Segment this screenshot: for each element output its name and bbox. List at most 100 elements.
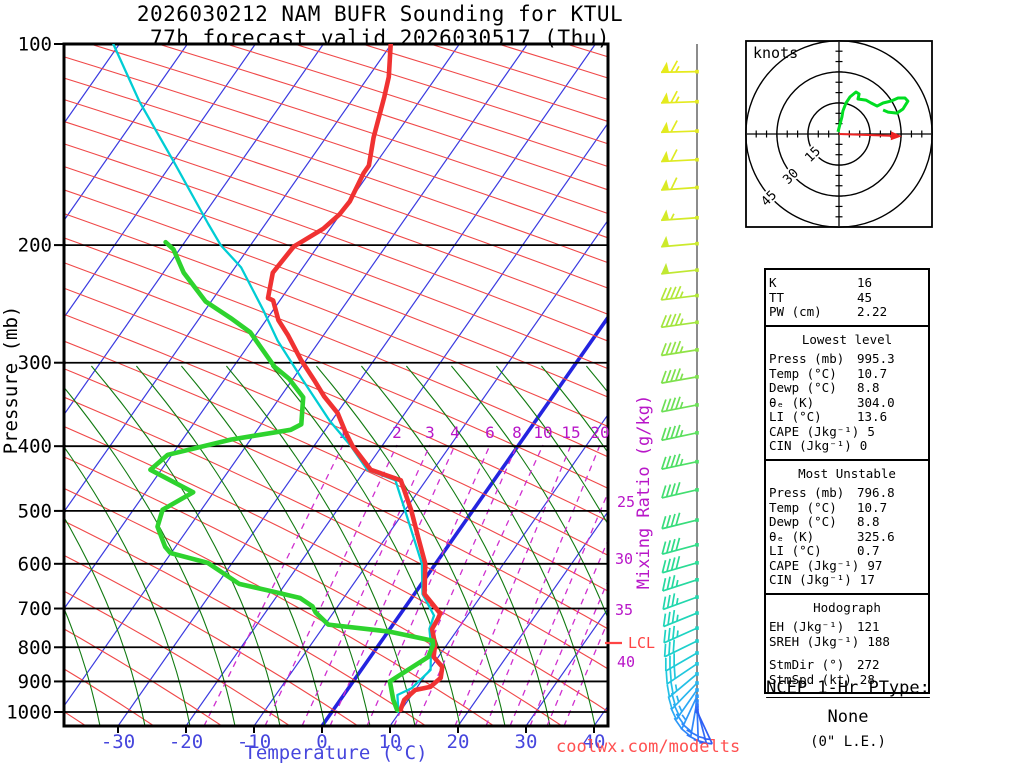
info-row-label: θₑ (K) bbox=[769, 528, 815, 544]
info-row-value: 5 bbox=[867, 423, 875, 439]
mixing-ratio-lines-group bbox=[203, 444, 608, 726]
info-row: StmDir (°) 272 bbox=[769, 657, 925, 673]
svg-text:200: 200 bbox=[18, 235, 52, 257]
info-row: CIN (Jkg⁻¹) 0 bbox=[769, 438, 925, 454]
info-row-value: 8.8 bbox=[857, 380, 880, 395]
info-row: θₑ (K) 304.0 bbox=[769, 395, 925, 411]
info-row: LI (°C) 0.7 bbox=[769, 543, 925, 559]
svg-text:700: 700 bbox=[18, 598, 52, 620]
temperature-curve bbox=[265, 44, 445, 713]
info-row-label: PW (cm) bbox=[769, 304, 822, 319]
svg-text:10: 10 bbox=[533, 423, 552, 442]
svg-text:3: 3 bbox=[425, 423, 435, 442]
svg-text:800: 800 bbox=[18, 637, 52, 659]
info-row-value: 45 bbox=[857, 289, 873, 305]
info-row: Press (mb) 995.3 bbox=[769, 351, 925, 367]
info-row: Temp (°C) 10.7 bbox=[769, 499, 925, 516]
ptype-detail: (0" L.E.) bbox=[810, 734, 886, 750]
svg-text:20: 20 bbox=[447, 731, 470, 753]
svg-text:-30: -30 bbox=[101, 731, 135, 753]
info-row-value: 97 bbox=[867, 557, 883, 573]
info-section: Lowest level Press (mb) 995.3 Temp (°C) 10.7… bbox=[766, 324, 928, 459]
svg-text:30: 30 bbox=[615, 550, 633, 568]
info-row-label: LI (°C) bbox=[769, 543, 822, 558]
info-row: PW (cm) 2.22 bbox=[769, 304, 925, 320]
info-row: SREH (Jkg⁻¹) 188 bbox=[769, 633, 925, 650]
info-row-value: 13.6 bbox=[857, 409, 888, 424]
info-row-label: LI (°C) bbox=[769, 409, 822, 424]
lcl-marker: LCL bbox=[605, 634, 655, 652]
storm-motion-arrow bbox=[838, 133, 891, 137]
info-row-value: 28 bbox=[859, 671, 875, 687]
svg-text:500: 500 bbox=[18, 500, 52, 522]
temperature-tick-labels: -30 -20 -10 0 10 20 30 40 bbox=[101, 726, 606, 753]
svg-text:35: 35 bbox=[615, 601, 633, 619]
info-row-label: SREH (Jkg⁻¹) bbox=[769, 633, 860, 649]
dewpoint-curve bbox=[148, 239, 436, 713]
info-row-value: 8.8 bbox=[857, 514, 880, 529]
info-row: EH (Jkg⁻¹) 121 bbox=[769, 619, 925, 635]
svg-text:20: 20 bbox=[590, 423, 609, 442]
hodograph-ring-label: 30 bbox=[780, 166, 802, 188]
watermark: coolwx.com/modelts bbox=[556, 737, 741, 757]
svg-text:2: 2 bbox=[392, 423, 402, 442]
info-section-header: Hodograph bbox=[813, 599, 881, 615]
svg-text:30: 30 bbox=[515, 731, 538, 753]
svg-text:40: 40 bbox=[583, 731, 606, 753]
info-row-value: 796.8 bbox=[857, 485, 895, 500]
info-row-value: 272 bbox=[857, 657, 880, 672]
temperature-axis-title: Temperature (°C) bbox=[244, 742, 427, 764]
page-title-line1: 2026030212 NAM BUFR Sounding for KTUL bbox=[136, 2, 624, 26]
info-row-label: Dewp (°C) bbox=[769, 380, 837, 395]
moist-adiabats-group bbox=[64, 365, 608, 726]
svg-text:LCL: LCL bbox=[628, 634, 655, 652]
hodograph-trace bbox=[836, 90, 910, 133]
pressure-axis-title: Pressure (mb) bbox=[0, 306, 22, 455]
hodograph-ring-label: 15 bbox=[802, 144, 824, 166]
info-row: Press (mb) 796.8 bbox=[769, 485, 925, 501]
hodograph-ring-label: 45 bbox=[758, 188, 780, 210]
info-row: LI (°C) 13.6 bbox=[769, 409, 925, 425]
svg-text:1000: 1000 bbox=[6, 702, 52, 724]
svg-text:900: 900 bbox=[18, 671, 52, 693]
info-section: Most Unstable Press (mb) 796.8 Temp (°C) 10.… bbox=[766, 458, 928, 593]
info-row: CAPE (Jkg⁻¹) 97 bbox=[769, 557, 925, 574]
info-row-value: 10.7 bbox=[857, 499, 888, 515]
info-row-label: K bbox=[769, 275, 777, 290]
wind-barb-column bbox=[660, 44, 713, 745]
mixing-ratio-value-labels: 1 2 3 4 6 8 10 15 20 25 30 35 40 bbox=[338, 423, 635, 671]
svg-text:-20: -20 bbox=[169, 731, 203, 753]
ptype-title: NCEP 1-Hr PType: bbox=[766, 678, 930, 698]
svg-text:400: 400 bbox=[18, 436, 52, 458]
info-row-label: Temp (°C) bbox=[769, 365, 837, 381]
svg-text:40: 40 bbox=[617, 653, 635, 671]
mixing-ratio-axis-title: Mixing Ratio (g/kg) bbox=[634, 395, 654, 589]
info-row-label: Press (mb) bbox=[769, 485, 845, 500]
svg-text:8: 8 bbox=[512, 423, 522, 442]
sounding-indices-panel: K 16 TT 45 PW (cm) 2.22 Lowest level Press (mb)… bbox=[764, 268, 930, 694]
info-row-label: CAPE (Jkg⁻¹) bbox=[769, 557, 860, 573]
svg-text:100: 100 bbox=[18, 34, 52, 56]
info-row: CIN (Jkg⁻¹) 17 bbox=[769, 572, 925, 588]
info-row-value: 17 bbox=[859, 572, 875, 587]
info-row: Dewp (°C) 8.8 bbox=[769, 380, 925, 396]
ptype-block: NCEP 1-Hr PType: None (0" L.E.) bbox=[755, 678, 941, 750]
pressure-gridlines-group bbox=[64, 244, 608, 713]
svg-text:600: 600 bbox=[18, 553, 52, 575]
page-title-line2: 77h forecast valid 2026030517 (Thu) bbox=[149, 26, 610, 50]
info-row: CAPE (Jkg⁻¹) 5 bbox=[769, 423, 925, 440]
info-section-header: Lowest level bbox=[801, 331, 893, 347]
info-row-value: 995.3 bbox=[857, 351, 895, 366]
svg-text:4: 4 bbox=[450, 423, 460, 442]
svg-text:-10: -10 bbox=[237, 731, 271, 753]
info-row-value: 325.6 bbox=[857, 528, 895, 544]
svg-text:300: 300 bbox=[18, 352, 52, 374]
info-row-value: 10.7 bbox=[857, 365, 888, 381]
plot-frame bbox=[62, 42, 610, 728]
info-row-value: 188 bbox=[867, 633, 890, 649]
info-row: StmSpd (kt) 28 bbox=[769, 671, 925, 688]
info-row-label: EH (Jkg⁻¹) bbox=[769, 619, 845, 634]
hodograph-units-label: knots bbox=[753, 44, 798, 62]
